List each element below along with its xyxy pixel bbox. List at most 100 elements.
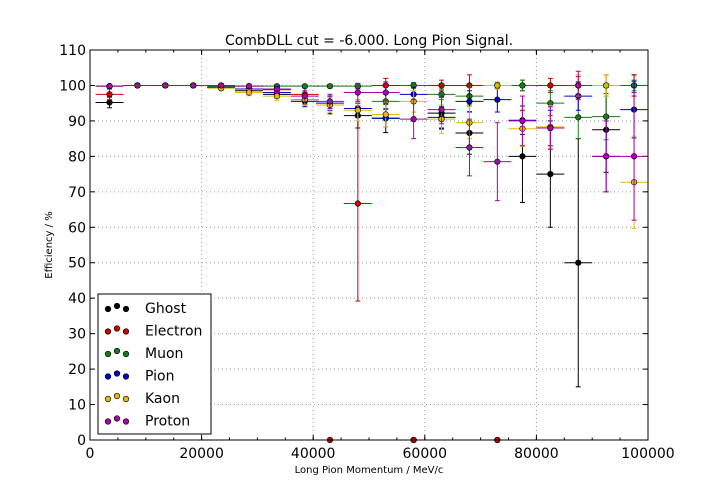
data-point xyxy=(547,124,554,132)
data-point xyxy=(603,113,610,120)
data-point xyxy=(575,82,582,89)
legend-item-kaon: Kaon xyxy=(104,391,180,407)
data-point xyxy=(494,82,501,89)
y-tick-label: 110 xyxy=(59,43,86,59)
y-tick-label: 20 xyxy=(68,362,86,378)
data-point xyxy=(466,144,473,151)
legend-marker xyxy=(113,347,121,355)
data-point xyxy=(547,82,554,89)
data-point xyxy=(106,99,113,106)
data-point xyxy=(438,82,445,89)
legend-marker xyxy=(104,373,112,380)
y-tick-label: 100 xyxy=(59,78,86,94)
legend-marker xyxy=(104,305,112,313)
x-tick-label: 20000 xyxy=(179,446,224,462)
y-tick-label: 70 xyxy=(68,185,86,201)
series-pion xyxy=(95,80,648,193)
data-point xyxy=(410,116,417,123)
legend-label: Electron xyxy=(145,324,202,340)
data-point xyxy=(438,106,445,113)
data-point xyxy=(134,82,141,89)
data-point xyxy=(519,82,526,89)
data-point xyxy=(494,96,501,103)
legend-item-electron: Electron xyxy=(104,324,202,340)
data-point xyxy=(547,170,554,178)
legend-box xyxy=(97,293,212,435)
legend-marker xyxy=(122,418,130,425)
data-point xyxy=(326,83,334,90)
data-point xyxy=(354,200,361,207)
y-tick-label: 10 xyxy=(68,398,86,414)
legend-marker xyxy=(113,370,121,377)
y-tick-label: 40 xyxy=(68,291,86,307)
data-point xyxy=(273,85,281,93)
data-point xyxy=(603,82,610,89)
legend-label: Ghost xyxy=(145,301,187,317)
legend-marker xyxy=(122,328,130,335)
legend-label: Kaon xyxy=(145,391,180,407)
y-tick-label: 90 xyxy=(68,114,86,130)
y-tick-label: 80 xyxy=(68,149,86,165)
data-point xyxy=(494,158,501,165)
plot-frame xyxy=(89,49,649,441)
data-point xyxy=(519,153,526,160)
data-point xyxy=(106,91,113,98)
legend-marker xyxy=(113,415,121,422)
data-point xyxy=(162,82,169,89)
legend-marker xyxy=(122,395,130,403)
data-point xyxy=(301,83,308,90)
legend-label: Muon xyxy=(145,346,183,362)
data-point xyxy=(547,100,554,107)
y-tick-label: 30 xyxy=(68,327,86,343)
data-point xyxy=(575,114,582,121)
x-tick-label: 0 xyxy=(86,446,95,462)
legend-marker xyxy=(104,418,112,425)
legend-item-muon: Muon xyxy=(104,346,183,362)
x-tick-label: 80000 xyxy=(514,446,559,462)
x-axis-label: Long Pion Momentum / MeV/c xyxy=(295,465,444,476)
data-point xyxy=(354,89,361,96)
legend-marker xyxy=(113,392,121,400)
series-proton xyxy=(95,70,648,221)
x-tick-label: 100000 xyxy=(621,446,674,462)
y-tick-label: 60 xyxy=(68,220,86,236)
axis-ticks: 0 10 20 30 40 50 60 70 80 90 100 110 0 20000 40000 6000… xyxy=(59,43,674,462)
series-kaon xyxy=(95,74,648,229)
chart-title: CombDLL cut = -6.000. Long Pion Signal. xyxy=(225,33,513,49)
legend-marker xyxy=(113,325,121,332)
data-point xyxy=(190,82,197,89)
legend-marker xyxy=(122,305,130,313)
data-point xyxy=(630,153,638,160)
data-point xyxy=(106,83,113,90)
legend: Ghost Electron Muon Pion Kaon Proton xyxy=(97,293,212,435)
legend-marker xyxy=(104,328,112,335)
y-tick-label: 50 xyxy=(68,256,86,272)
legend-marker xyxy=(122,373,130,380)
data-point xyxy=(466,98,473,105)
y-tick-label: 0 xyxy=(77,433,86,449)
legend-item-ghost: Ghost xyxy=(104,301,187,317)
legend-label: Proton xyxy=(145,414,190,430)
data-point xyxy=(245,89,253,96)
data-point xyxy=(245,83,253,90)
data-point xyxy=(382,89,389,96)
x-tick-label: 40000 xyxy=(291,446,336,462)
legend-item-pion: Pion xyxy=(104,369,174,385)
data-point xyxy=(354,107,361,114)
series-layer xyxy=(95,70,648,444)
legend-marker xyxy=(104,395,112,403)
data-point xyxy=(273,92,281,100)
data-point xyxy=(603,153,610,160)
legend-label: Pion xyxy=(145,369,174,385)
legend-marker xyxy=(122,350,130,358)
legend-marker xyxy=(104,350,112,358)
legend-marker xyxy=(113,302,121,310)
legend-item-proton: Proton xyxy=(104,414,190,430)
x-tick-label: 60000 xyxy=(403,446,448,462)
y-axis-label: Efficiency / % xyxy=(44,211,55,278)
data-point xyxy=(218,82,225,89)
data-point xyxy=(326,98,334,105)
data-point xyxy=(575,259,582,266)
data-point xyxy=(301,92,308,100)
